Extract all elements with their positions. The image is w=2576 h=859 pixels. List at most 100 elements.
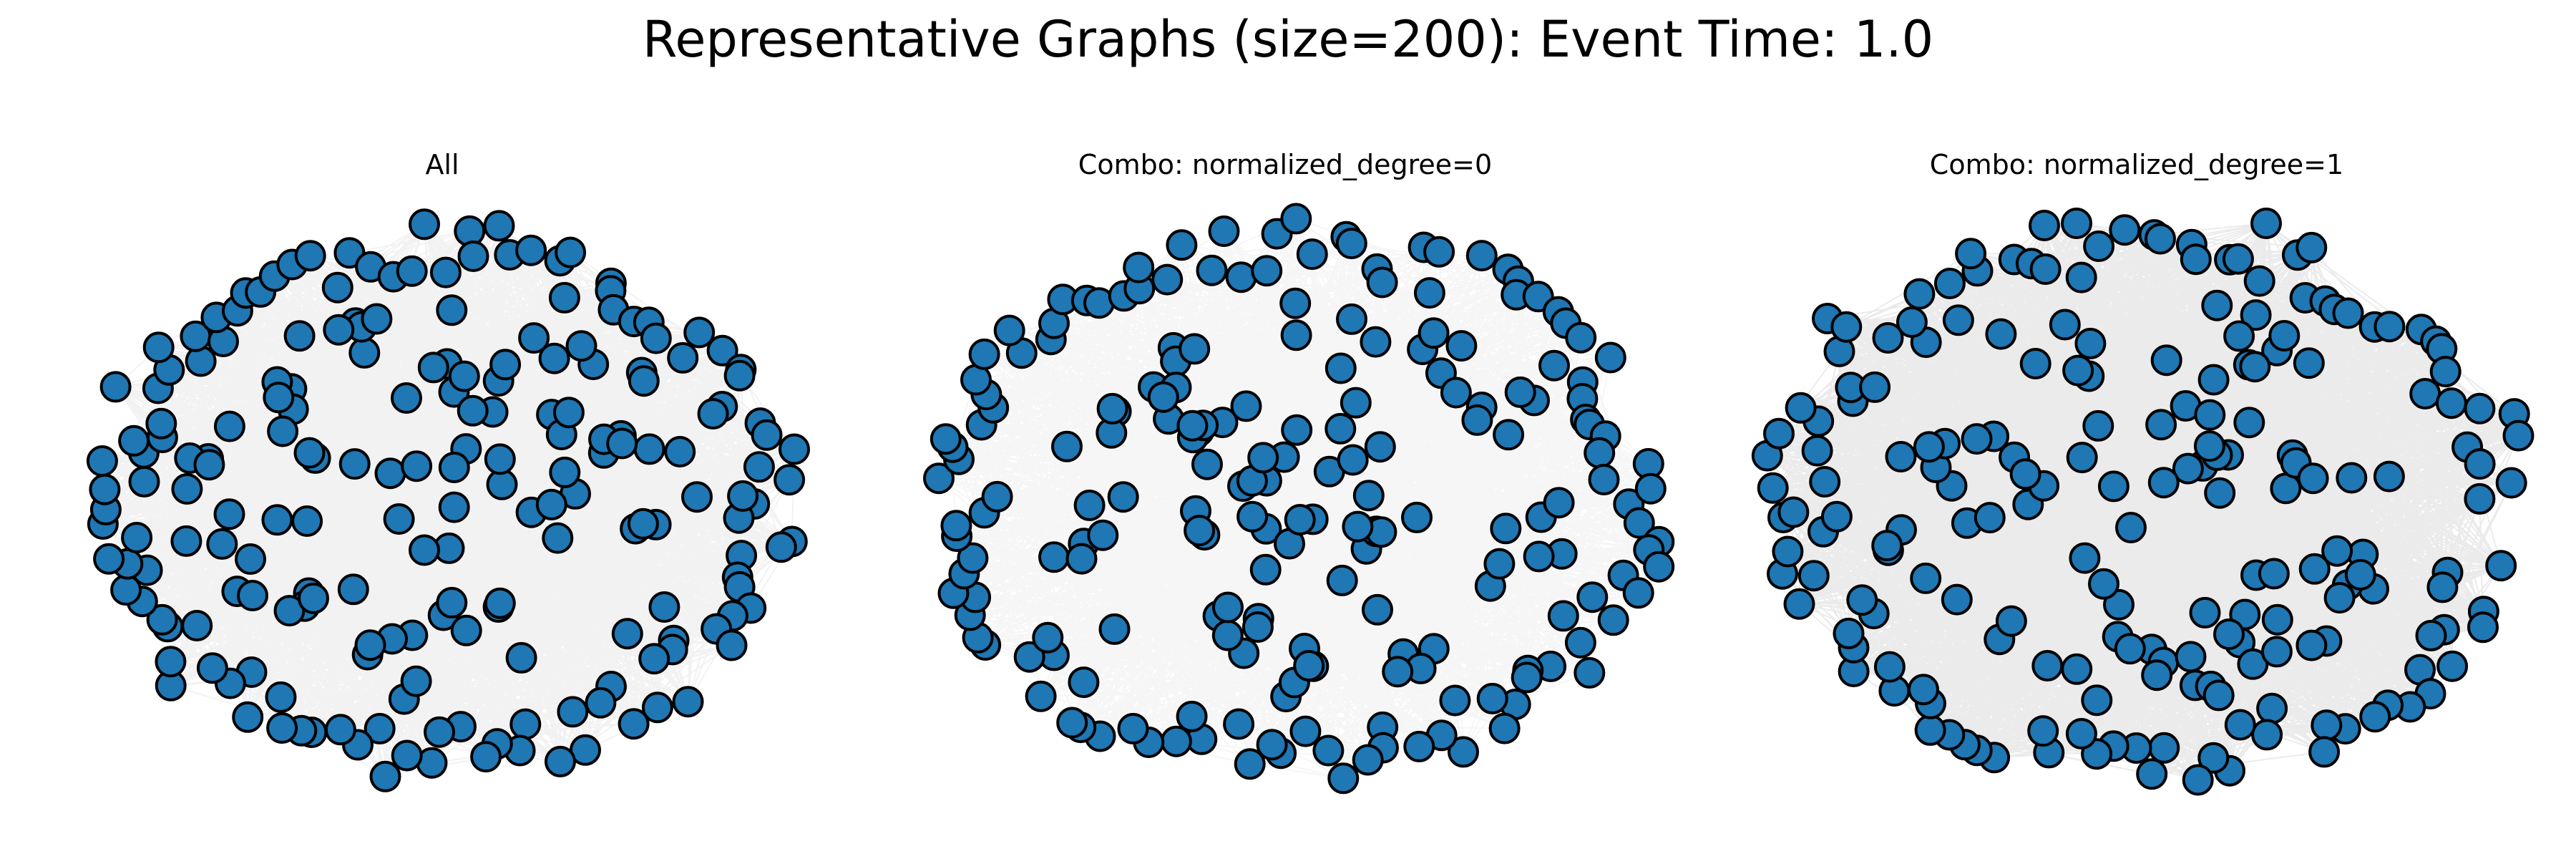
graph-node — [489, 349, 522, 381]
graph-node — [89, 473, 121, 505]
graph-node — [1961, 423, 1993, 455]
graph-node — [2197, 742, 2230, 774]
graph-node — [1366, 266, 1398, 299]
graph-node — [1783, 588, 1815, 620]
graph-node — [267, 415, 299, 447]
graph-node — [2136, 758, 2168, 790]
graph-node — [2240, 299, 2272, 331]
graph-node — [2429, 356, 2462, 388]
graph-node — [2194, 399, 2226, 431]
graph-node — [2019, 348, 2051, 379]
graph-node — [2464, 392, 2496, 424]
graph-node — [743, 451, 775, 483]
graph-node — [142, 331, 175, 364]
graph-node — [484, 587, 516, 619]
graph-node — [1342, 510, 1374, 543]
graph-node — [1801, 435, 1833, 467]
graph-node — [235, 543, 266, 575]
graph-node — [93, 543, 125, 575]
graph-node — [968, 338, 1000, 370]
graph-node — [436, 294, 468, 326]
graph-node — [2243, 265, 2275, 297]
graph-node — [549, 456, 581, 488]
graph-node — [1445, 330, 1478, 362]
graph-node — [171, 473, 203, 505]
graph-node — [538, 342, 570, 374]
graph-node — [438, 491, 470, 523]
graph-node — [294, 240, 326, 272]
graph-node — [1955, 238, 1987, 270]
graph-node — [265, 681, 297, 713]
graph-node — [1230, 390, 1262, 422]
graph-node — [981, 480, 1013, 513]
graph-node — [1871, 530, 1903, 562]
graph-node — [1941, 583, 1973, 616]
graph-panel-1 — [86, 208, 810, 792]
graph-node — [509, 708, 542, 740]
graph-node — [1324, 412, 1357, 445]
graph-node — [1564, 626, 1596, 659]
graph-node — [2409, 378, 2441, 409]
graph-node — [627, 508, 659, 540]
graph-node — [535, 488, 567, 520]
graph-node — [2464, 482, 2496, 515]
graph-node — [338, 448, 371, 480]
graph-node — [1623, 507, 1655, 539]
graph-node — [2495, 467, 2527, 499]
graph-node — [457, 394, 489, 427]
graph-node — [1493, 419, 1525, 451]
graph-node — [2204, 477, 2236, 509]
graph-node — [1910, 562, 1942, 594]
graph-node — [1461, 404, 1493, 436]
graph-node — [1439, 684, 1471, 717]
graph-node — [1576, 581, 1609, 613]
graph-node — [1885, 441, 1917, 472]
graph-node — [323, 314, 355, 346]
panel-title-degree-0: Combo: normalized_degree=0 — [1078, 149, 1493, 180]
graph-node — [1236, 500, 1269, 533]
graph-node — [2115, 512, 2147, 543]
graph-node — [369, 760, 401, 792]
graph-node — [505, 641, 537, 674]
graph-node — [1166, 229, 1198, 261]
graph-node — [2097, 470, 2129, 503]
graph-node — [1382, 656, 1414, 688]
graph-node — [2150, 344, 2182, 377]
graph-node — [118, 424, 150, 457]
graph-node — [1504, 376, 1536, 408]
graph-node — [1547, 600, 1579, 632]
graph-node — [450, 614, 482, 646]
graph-node — [1098, 613, 1131, 645]
graph-node — [1123, 251, 1155, 283]
graph-node — [1565, 321, 1597, 354]
graph-node — [1634, 472, 1667, 505]
graph-node — [1903, 278, 1936, 310]
graph-node — [293, 437, 326, 469]
graph-node — [1584, 437, 1616, 469]
graph-node — [1176, 409, 1209, 442]
graph-node — [2237, 648, 2269, 680]
graph-node — [2332, 297, 2364, 329]
graph-node — [337, 573, 369, 606]
graph-panel-2 — [923, 203, 1675, 795]
graph-node — [542, 522, 574, 554]
graph-node — [2258, 558, 2290, 590]
graph-node — [1279, 287, 1312, 319]
graph-node — [1096, 392, 1128, 424]
graph-node — [409, 534, 440, 566]
graph-node — [2074, 327, 2107, 359]
graph-node — [2069, 542, 2101, 574]
graph-node — [1448, 736, 1479, 768]
graph-node — [2213, 618, 2245, 650]
graph-node — [2202, 679, 2235, 712]
graph-node — [2296, 629, 2328, 661]
graph-node — [484, 443, 516, 475]
graph-node — [1403, 730, 1435, 762]
graph-node — [396, 255, 428, 287]
graph-node — [2145, 409, 2177, 441]
graph-node — [1327, 762, 1360, 795]
graph-node — [99, 371, 132, 403]
graph-node — [1293, 650, 1325, 681]
graph-node — [361, 303, 393, 335]
graph-node — [128, 465, 160, 498]
